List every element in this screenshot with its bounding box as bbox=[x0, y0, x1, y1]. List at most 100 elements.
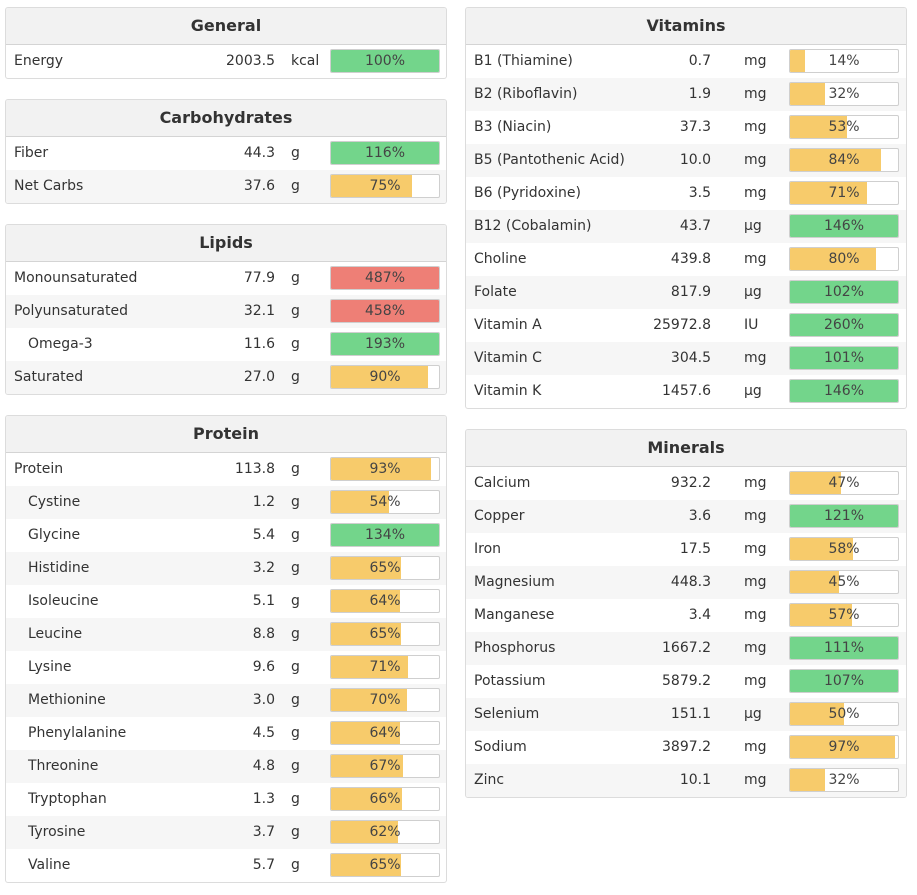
nutrient-list: Protein 113.8 g 93% Cystine 1.2 g 54% Glycine 5.4… bbox=[6, 453, 446, 882]
nutrient-row-iron[interactable]: Iron 17.5 mg 58% bbox=[466, 533, 906, 566]
nutrient-row-tyrosine[interactable]: Tyrosine 3.7 g 62% bbox=[6, 816, 446, 849]
nutrient-row-choline[interactable]: Choline 439.8 mg 80% bbox=[466, 243, 906, 276]
nutrient-row-manganese[interactable]: Manganese 3.4 mg 57% bbox=[466, 599, 906, 632]
nutrient-row-b1-thiamine[interactable]: B1 (Thiamine) 0.7 mg 14% bbox=[466, 45, 906, 78]
nutrient-row-fiber[interactable]: Fiber 44.3 g 116% bbox=[6, 137, 446, 170]
nutrient-row-vitamin-a[interactable]: Vitamin A 25972.8 IU 260% bbox=[466, 309, 906, 342]
progress-bar: 193% bbox=[330, 332, 440, 356]
nutrient-row-polyunsaturated[interactable]: Polyunsaturated 32.1 g 458% bbox=[6, 295, 446, 328]
nutrient-amount: 5879.2 bbox=[662, 673, 711, 689]
nutrient-name: Vitamin A bbox=[474, 317, 542, 333]
progress-bar-fill bbox=[790, 314, 898, 336]
nutrient-name: Threonine bbox=[28, 758, 99, 774]
nutrient-row-omega-3[interactable]: Omega-3 11.6 g 193% bbox=[6, 328, 446, 361]
progress-bar: 458% bbox=[330, 299, 440, 323]
nutrient-name: Choline bbox=[474, 251, 527, 267]
progress-bar-label: 65% bbox=[369, 560, 401, 576]
progress-bar: 116% bbox=[330, 141, 440, 165]
progress-bar-label: 84% bbox=[828, 152, 860, 168]
nutrient-row-phenylalanine[interactable]: Phenylalanine 4.5 g 64% bbox=[6, 717, 446, 750]
nutrient-row-sodium[interactable]: Sodium 3897.2 mg 97% bbox=[466, 731, 906, 764]
progress-bar: 64% bbox=[330, 721, 440, 745]
nutrient-row-magnesium[interactable]: Magnesium 448.3 mg 45% bbox=[466, 566, 906, 599]
nutrient-row-protein[interactable]: Protein 113.8 g 93% bbox=[6, 453, 446, 486]
nutrient-unit: kcal bbox=[291, 53, 320, 69]
nutrient-unit: IU bbox=[744, 317, 759, 333]
nutrient-unit: g bbox=[291, 145, 300, 161]
nutrient-row-phosphorus[interactable]: Phosphorus 1667.2 mg 111% bbox=[466, 632, 906, 665]
nutrient-unit: g bbox=[291, 270, 300, 286]
progress-bar-label: 75% bbox=[369, 178, 401, 194]
nutrient-amount: 3897.2 bbox=[662, 739, 711, 755]
nutrient-unit: g bbox=[291, 692, 300, 708]
nutrient-row-glycine[interactable]: Glycine 5.4 g 134% bbox=[6, 519, 446, 552]
progress-bar-label: 102% bbox=[823, 284, 865, 300]
progress-bar: 62% bbox=[330, 820, 440, 844]
progress-bar-fill bbox=[331, 854, 402, 876]
nutrient-row-vitamin-c[interactable]: Vitamin C 304.5 mg 101% bbox=[466, 342, 906, 375]
nutrient-row-b5-pantothenic-acid[interactable]: B5 (Pantothenic Acid) 10.0 mg 84% bbox=[466, 144, 906, 177]
progress-bar-fill bbox=[790, 604, 852, 626]
nutrient-row-copper[interactable]: Copper 3.6 mg 121% bbox=[466, 500, 906, 533]
progress-bar-fill bbox=[790, 670, 898, 692]
nutrient-row-methionine[interactable]: Methionine 3.0 g 70% bbox=[6, 684, 446, 717]
progress-bar-fill bbox=[790, 83, 825, 105]
nutrient-row-b12-cobalamin[interactable]: B12 (Cobalamin) 43.7 µg 146% bbox=[466, 210, 906, 243]
nutrient-row-cystine[interactable]: Cystine 1.2 g 54% bbox=[6, 486, 446, 519]
nutrient-name: Potassium bbox=[474, 673, 546, 689]
progress-bar-fill bbox=[790, 347, 898, 369]
progress-bar: 67% bbox=[330, 754, 440, 778]
nutrient-row-valine[interactable]: Valine 5.7 g 65% bbox=[6, 849, 446, 882]
protein-panel: Protein Protein 113.8 g 93% Cystine 1.2 g 54% Gly… bbox=[5, 415, 447, 883]
nutrient-row-potassium[interactable]: Potassium 5879.2 mg 107% bbox=[466, 665, 906, 698]
nutrient-list: Calcium 932.2 mg 47% Copper 3.6 mg 121% Iron 17.5… bbox=[466, 467, 906, 797]
progress-bar: 102% bbox=[789, 280, 899, 304]
nutrient-row-vitamin-k[interactable]: Vitamin K 1457.6 µg 146% bbox=[466, 375, 906, 408]
nutrient-row-folate[interactable]: Folate 817.9 µg 102% bbox=[466, 276, 906, 309]
nutrient-row-b6-pyridoxine[interactable]: B6 (Pyridoxine) 3.5 mg 71% bbox=[466, 177, 906, 210]
nutrient-row-histidine[interactable]: Histidine 3.2 g 65% bbox=[6, 552, 446, 585]
nutrient-unit: mg bbox=[744, 574, 767, 590]
nutrient-name: B1 (Thiamine) bbox=[474, 53, 573, 69]
nutrient-row-b2-riboflavin[interactable]: B2 (Riboflavin) 1.9 mg 32% bbox=[466, 78, 906, 111]
nutrient-row-saturated[interactable]: Saturated 27.0 g 90% bbox=[6, 361, 446, 394]
progress-bar-fill bbox=[790, 472, 841, 494]
progress-bar-fill bbox=[790, 380, 898, 402]
nutrient-amount: 3.7 bbox=[252, 824, 275, 840]
nutrient-row-zinc[interactable]: Zinc 10.1 mg 32% bbox=[466, 764, 906, 797]
nutrient-row-isoleucine[interactable]: Isoleucine 5.1 g 64% bbox=[6, 585, 446, 618]
nutrient-amount: 4.5 bbox=[252, 725, 275, 741]
nutrient-amount: 151.1 bbox=[670, 706, 711, 722]
nutrient-row-calcium[interactable]: Calcium 932.2 mg 47% bbox=[466, 467, 906, 500]
progress-bar: 45% bbox=[789, 570, 899, 594]
nutrient-row-tryptophan[interactable]: Tryptophan 1.3 g 66% bbox=[6, 783, 446, 816]
nutrient-row-leucine[interactable]: Leucine 8.8 g 65% bbox=[6, 618, 446, 651]
nutrient-name: Glycine bbox=[28, 527, 81, 543]
nutrient-unit: mg bbox=[744, 350, 767, 366]
nutrient-name: B5 (Pantothenic Acid) bbox=[474, 152, 625, 168]
nutrient-name: Vitamin K bbox=[474, 383, 542, 399]
progress-bar-label: 487% bbox=[364, 270, 406, 286]
nutrient-row-lysine[interactable]: Lysine 9.6 g 71% bbox=[6, 651, 446, 684]
nutrient-row-monounsaturated[interactable]: Monounsaturated 77.9 g 487% bbox=[6, 262, 446, 295]
nutrient-name: Tryptophan bbox=[28, 791, 107, 807]
progress-bar-fill bbox=[790, 637, 898, 659]
progress-bar-fill bbox=[790, 149, 881, 171]
nutrient-name: Calcium bbox=[474, 475, 531, 491]
nutrient-unit: mg bbox=[744, 251, 767, 267]
nutrient-row-threonine[interactable]: Threonine 4.8 g 67% bbox=[6, 750, 446, 783]
nutrient-amount: 9.6 bbox=[252, 659, 275, 675]
progress-bar-label: 193% bbox=[364, 336, 406, 352]
progress-bar: 107% bbox=[789, 669, 899, 693]
progress-bar: 487% bbox=[330, 266, 440, 290]
progress-bar: 101% bbox=[789, 346, 899, 370]
nutrient-row-selenium[interactable]: Selenium 151.1 µg 50% bbox=[466, 698, 906, 731]
nutrient-amount: 1.9 bbox=[688, 86, 711, 102]
nutrient-row-b3-niacin[interactable]: B3 (Niacin) 37.3 mg 53% bbox=[466, 111, 906, 144]
progress-bar-label: 71% bbox=[828, 185, 860, 201]
progress-bar-label: 64% bbox=[369, 725, 401, 741]
nutrient-row-energy[interactable]: Energy 2003.5 kcal 100% bbox=[6, 45, 446, 78]
nutrient-row-net-carbs[interactable]: Net Carbs 37.6 g 75% bbox=[6, 170, 446, 203]
progress-bar-label: 101% bbox=[823, 350, 865, 366]
nutrient-name: Sodium bbox=[474, 739, 527, 755]
